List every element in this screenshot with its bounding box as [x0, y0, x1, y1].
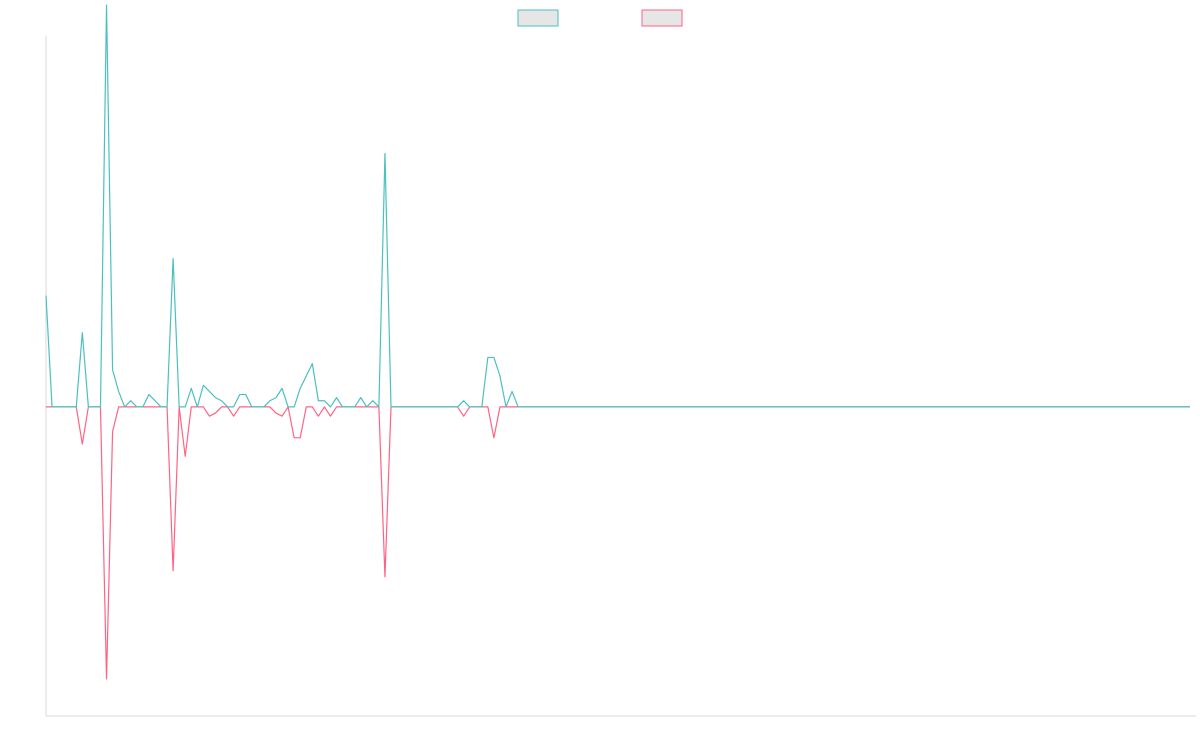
series-layer — [45, 4, 1190, 680]
legend-swatch-1[interactable] — [641, 9, 683, 27]
legend[interactable] — [517, 9, 683, 27]
series-line-0[interactable] — [45, 4, 1190, 408]
axes — [45, 36, 1196, 717]
series-line-1[interactable] — [46, 406, 1190, 680]
legend-swatch-0[interactable] — [517, 9, 559, 27]
